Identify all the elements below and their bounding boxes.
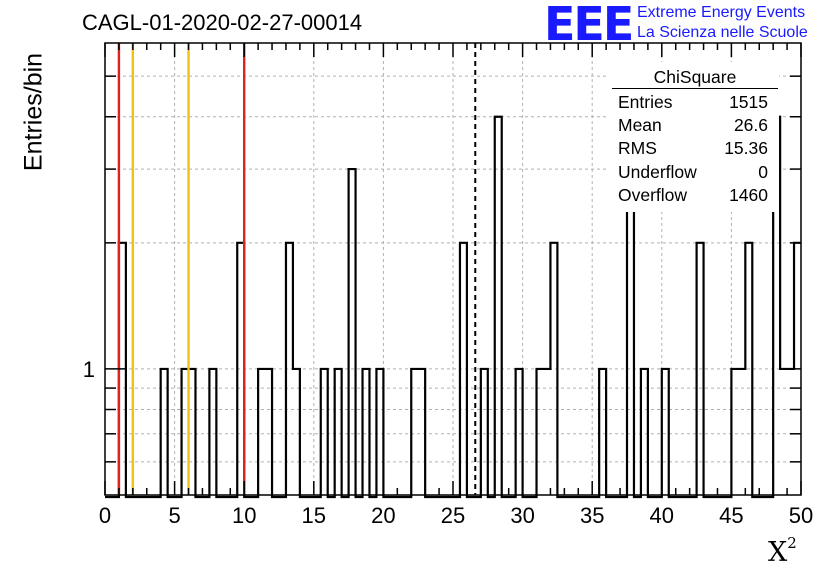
- stats-row-entries: Entries 1515: [612, 91, 778, 114]
- stats-row-mean: Mean 26.6: [612, 114, 778, 137]
- x-tick-label: 15: [302, 503, 326, 528]
- stats-value: 1460: [729, 184, 768, 205]
- histogram-bin: [697, 243, 704, 495]
- stats-label: RMS: [618, 138, 657, 159]
- y-axis-label: Entries/bin: [19, 52, 48, 172]
- histogram-bin: [599, 369, 606, 495]
- stats-box-background: [609, 62, 779, 212]
- x-tick-label: 25: [441, 503, 465, 528]
- histogram-bin: [265, 369, 272, 495]
- histogram-bin: [258, 369, 265, 495]
- histogram-bin: [161, 369, 168, 495]
- stats-box: ChiSquare Entries 1515 Mean 26.6 RMS 15.…: [612, 66, 778, 207]
- x-tick-label: 40: [650, 503, 674, 528]
- x-tick-label: 20: [371, 503, 395, 528]
- y-tick-label: 1: [83, 357, 95, 382]
- histogram-bin: [418, 369, 425, 495]
- histogram-bin: [376, 369, 383, 495]
- reference-lines: [117, 43, 477, 495]
- x-tick-labels: 0 5 10 15 20 25 30 35 40 45 50: [99, 503, 813, 528]
- stats-row-overflow: Overflow 1460: [612, 184, 778, 207]
- logo-line-1: Extreme Energy Events: [637, 4, 806, 21]
- eee-logo: EEE: [544, 0, 634, 51]
- histogram-bin: [481, 369, 488, 495]
- histogram-bin: [293, 369, 300, 495]
- histogram-bin: [460, 243, 467, 495]
- x-tick-label: 45: [719, 503, 743, 528]
- stats-row-rms: RMS 15.36: [612, 137, 778, 160]
- x-tick-label: 50: [789, 503, 813, 528]
- x-tick-label: 10: [232, 503, 256, 528]
- histogram-bin: [731, 369, 738, 495]
- grid-lines: [105, 43, 801, 495]
- histogram-bin: [543, 369, 550, 495]
- stats-label: Mean: [618, 115, 662, 136]
- histogram-bin: [780, 369, 787, 495]
- stats-label: Underflow: [618, 161, 697, 182]
- histogram-bin: [411, 369, 418, 495]
- histogram-bin: [745, 243, 752, 495]
- histogram-bin: [662, 369, 669, 495]
- histogram-bin: [738, 369, 745, 495]
- histogram-outline: [105, 115, 801, 499]
- histogram-bin: [641, 369, 648, 495]
- histogram-bin: [550, 243, 557, 495]
- histogram-bin: [335, 369, 342, 495]
- stats-value: 0: [758, 161, 768, 182]
- x-tick-label: 0: [99, 503, 111, 528]
- stats-value: 26.6: [733, 115, 768, 136]
- histogram-bin: [349, 169, 356, 495]
- histogram-bin: [363, 369, 370, 495]
- x-tick-label: 30: [510, 503, 534, 528]
- histogram-bin: [286, 243, 293, 495]
- histogram-bin: [321, 369, 328, 495]
- stats-value: 1515: [729, 92, 768, 112]
- x-tick-label: 5: [168, 503, 180, 528]
- x-axis-label: X2: [768, 534, 797, 568]
- stats-label: Entries: [618, 92, 673, 112]
- y-axis-ticks: [105, 75, 801, 463]
- stats-title: ChiSquare: [653, 67, 737, 87]
- stats-divider: [612, 88, 778, 89]
- x-axis-ticks: [104, 43, 802, 495]
- histogram-bin: [627, 169, 634, 495]
- histogram-bin: [537, 369, 544, 495]
- y-tick-labels: 1: [83, 357, 95, 382]
- histogram-bin: [516, 369, 523, 495]
- histogram-bin: [209, 369, 216, 495]
- logo-line-2: La Scienza nelle Scuole: [637, 24, 808, 41]
- plot-title: CAGL-01-2020-02-27-00014: [82, 10, 363, 35]
- x-tick-label: 35: [580, 503, 604, 528]
- stats-label: Overflow: [618, 184, 688, 205]
- histogram-bin: [495, 117, 502, 495]
- stats-row-underflow: Underflow 0: [612, 161, 778, 184]
- stats-value: 15.36: [724, 138, 768, 159]
